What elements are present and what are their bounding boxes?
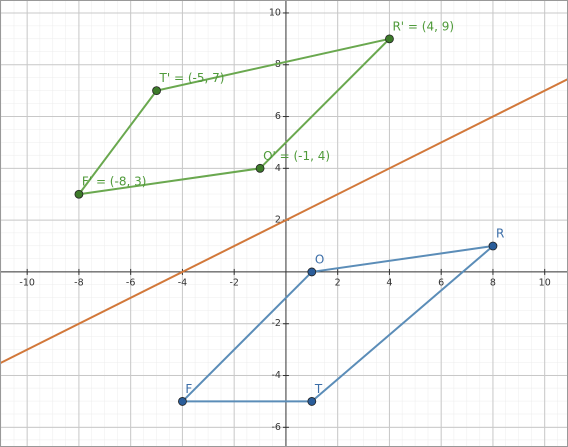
point <box>385 34 394 44</box>
y-tick-label: 10 <box>269 7 281 18</box>
point <box>74 189 84 199</box>
y-tick-label: -4 <box>271 370 280 381</box>
y-tick-label: 8 <box>275 59 281 70</box>
y-tick-label: 4 <box>275 163 281 174</box>
x-tick-label: -2 <box>229 277 238 288</box>
y-tick-label: -6 <box>271 422 280 433</box>
y-tick-label: -2 <box>271 318 280 329</box>
x-tick-label: 8 <box>490 277 496 288</box>
y-tick-label: 2 <box>275 215 281 226</box>
reflection-line <box>0 78 568 365</box>
point <box>255 163 265 173</box>
point-label: R' = (4, 9) <box>392 19 454 33</box>
x-tick-label: -8 <box>74 277 83 288</box>
point-label: T' = (-5, 7) <box>159 71 225 85</box>
x-tick-label: 2 <box>335 277 341 288</box>
point-label: R <box>496 227 504 241</box>
y-tick-label: 6 <box>275 111 281 122</box>
point-label: T <box>314 382 323 396</box>
x-tick-label: 6 <box>438 277 444 288</box>
point <box>488 241 498 251</box>
x-tick-label: 4 <box>386 277 392 288</box>
x-tick-label: -6 <box>126 277 135 288</box>
point-label: F <box>185 382 192 396</box>
point-label: O <box>315 252 324 266</box>
point-label: F' = (-8, 3) <box>82 175 146 189</box>
point-label: O' = (-1, 4) <box>263 149 330 163</box>
point <box>152 86 161 96</box>
x-tick-label: -4 <box>178 277 187 288</box>
x-tick-label: 10 <box>539 277 551 288</box>
point <box>307 267 317 277</box>
point <box>178 397 187 406</box>
point <box>307 397 317 406</box>
x-tick-label: -10 <box>19 277 35 288</box>
